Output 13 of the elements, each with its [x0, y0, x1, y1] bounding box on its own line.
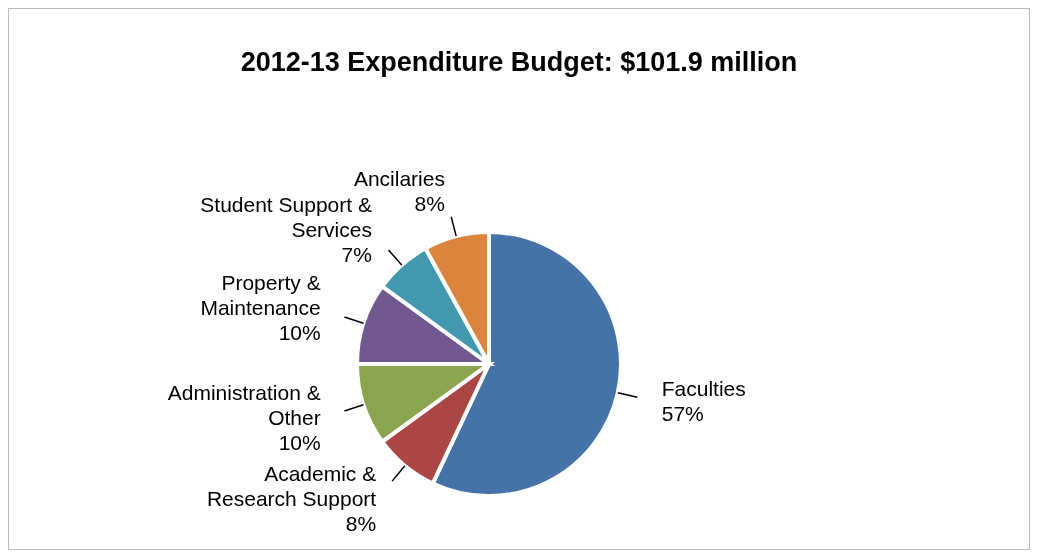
data-label: 7%: [341, 242, 372, 266]
data-label: 10%: [278, 320, 321, 344]
data-label: 8%: [414, 191, 445, 215]
slice-label: Property & Maintenance: [200, 270, 321, 319]
data-label: 8%: [345, 511, 377, 535]
slice-label: Student Support & Services: [200, 192, 372, 241]
chart-title: 2012-13 Expenditure Budget: $101.9 million: [239, 47, 799, 79]
data-label: 10%: [278, 430, 321, 454]
slice-label: Faculties: [661, 376, 746, 400]
data-label: 57%: [661, 401, 704, 425]
slice-label: Academic & Research Support: [206, 461, 377, 510]
slice-label: Ancilaries: [353, 166, 445, 190]
slice-label: Administration & Other: [167, 380, 321, 429]
